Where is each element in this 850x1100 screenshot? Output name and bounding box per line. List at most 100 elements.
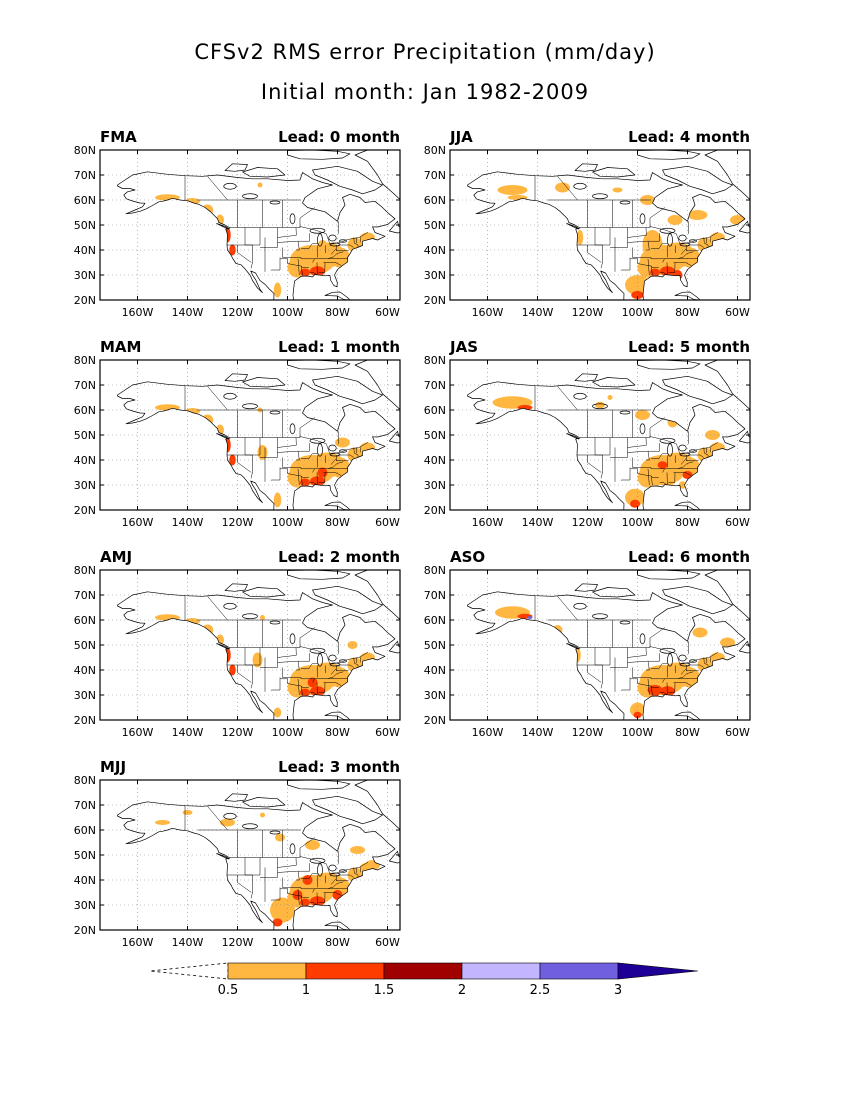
panel-lead-label: Lead: 0 month xyxy=(278,128,400,146)
colorbar-tick-label: 2 xyxy=(458,983,466,998)
lon-tick-label: 60W xyxy=(375,516,400,529)
colorbar-tick-label: 1.5 xyxy=(374,983,395,998)
coastline xyxy=(117,570,400,720)
shading-patch xyxy=(642,230,663,260)
lat-tick-label: 60N xyxy=(424,614,446,627)
map-svg: MAM Lead: 1 month 80N 70N 60N 50N 40N 30N 20N 160… xyxy=(74,338,401,529)
panel-season-label: MJJ xyxy=(100,758,126,776)
shading-patch xyxy=(305,840,320,850)
shading-patch xyxy=(527,616,533,619)
coastline xyxy=(117,150,400,300)
political-boundaries xyxy=(534,176,719,276)
shading-patch xyxy=(612,187,623,193)
lat-tick-label: 80N xyxy=(74,564,96,577)
lat-tick-label: 80N xyxy=(424,354,446,367)
map-svg: MJJ Lead: 3 month 80N 70N 60N 50N 40N 30N 20N 160… xyxy=(74,758,401,949)
shading-patch xyxy=(270,897,295,923)
shading-patch xyxy=(310,896,325,907)
panel-lead-label: Lead: 5 month xyxy=(628,338,750,356)
shading-patch xyxy=(257,182,263,188)
colorbar-svg: 0.5 1 1.5 2 2.5 3 xyxy=(149,962,699,998)
lat-tick-label: 40N xyxy=(424,664,446,677)
lat-tick-label: 40N xyxy=(74,244,96,257)
panel-season-label: FMA xyxy=(100,128,137,146)
lat-tick-label: 30N xyxy=(74,479,96,492)
map-panel-mjj: MJJ Lead: 3 month 80N 70N 60N 50N 40N 30N 20N 160… xyxy=(74,758,445,950)
colorbar-tick-label: 3 xyxy=(614,983,622,998)
colorbar-tick-label: 0.5 xyxy=(218,983,239,998)
lon-tick-label: 80W xyxy=(325,726,350,739)
lat-tick-label: 70N xyxy=(74,589,96,602)
lon-tick-label: 100W xyxy=(622,306,654,319)
lon-tick-label: 140W xyxy=(522,726,554,739)
map-svg: AMJ Lead: 2 month 80N 70N 60N 50N 40N 30N 20N 160… xyxy=(74,548,401,739)
lat-tick-label: 40N xyxy=(424,454,446,467)
coastline xyxy=(117,360,400,510)
lat-tick-label: 60N xyxy=(74,194,96,207)
lon-tick-label: 160W xyxy=(122,516,154,529)
lat-tick-label: 30N xyxy=(424,269,446,282)
shading-patch xyxy=(687,210,708,220)
lat-tick-label: 20N xyxy=(424,714,446,727)
colorbar-segment xyxy=(461,962,541,980)
lat-tick-label: 50N xyxy=(424,219,446,232)
lat-tick-label: 30N xyxy=(74,269,96,282)
shading-patch xyxy=(657,461,668,469)
lon-tick-label: 60W xyxy=(725,306,750,319)
lon-tick-label: 100W xyxy=(272,936,304,949)
lat-tick-label: 80N xyxy=(424,564,446,577)
shading-patch xyxy=(335,437,350,448)
lon-tick-label: 80W xyxy=(325,516,350,529)
lon-tick-label: 120W xyxy=(572,516,604,529)
lon-tick-label: 80W xyxy=(675,726,700,739)
lon-tick-label: 100W xyxy=(622,726,654,739)
political-boundaries xyxy=(534,596,719,696)
lon-tick-label: 60W xyxy=(375,726,400,739)
lon-tick-label: 120W xyxy=(222,306,254,319)
map-panel-fma: FMA Lead: 0 month 80N 70N 60N 50N 40N 30N 20N 160… xyxy=(74,128,445,320)
lat-tick-label: 60N xyxy=(424,194,446,207)
lat-tick-label: 50N xyxy=(74,849,96,862)
lat-tick-label: 60N xyxy=(74,614,96,627)
shading-patch xyxy=(260,615,265,620)
lat-tick-label: 70N xyxy=(74,379,96,392)
lon-tick-label: 60W xyxy=(725,726,750,739)
shading-patch xyxy=(310,686,325,697)
lat-tick-label: 40N xyxy=(74,454,96,467)
lat-tick-label: 40N xyxy=(424,244,446,257)
shading-patch xyxy=(273,282,282,298)
lon-tick-label: 160W xyxy=(122,726,154,739)
map-svg: JJA Lead: 4 month 80N 70N 60N 50N 40N 30N 20N 160… xyxy=(424,128,751,319)
political-boundaries xyxy=(184,806,369,906)
lon-tick-label: 140W xyxy=(172,726,204,739)
lat-tick-label: 30N xyxy=(424,479,446,492)
shading-patch xyxy=(220,818,235,827)
panel-season-label: JJA xyxy=(449,128,473,146)
lon-tick-label: 120W xyxy=(222,726,254,739)
lat-tick-label: 30N xyxy=(74,689,96,702)
map-panel-mam: MAM Lead: 1 month 80N 70N 60N 50N 40N 30N 20N 160… xyxy=(74,338,445,530)
map-panel-jas: JAS Lead: 5 month 80N 70N 60N 50N 40N 30N 20N 160… xyxy=(424,338,795,530)
lat-tick-label: 60N xyxy=(424,404,446,417)
lon-tick-label: 160W xyxy=(472,726,504,739)
lon-tick-label: 80W xyxy=(675,516,700,529)
shading-patch xyxy=(273,707,282,718)
lat-tick-label: 80N xyxy=(424,144,446,157)
shading-patch xyxy=(625,488,645,507)
lon-tick-label: 160W xyxy=(472,516,504,529)
shading-patch xyxy=(660,266,675,277)
lat-tick-label: 20N xyxy=(424,504,446,517)
colorbar: 0.5 1 1.5 2 2.5 3 xyxy=(149,958,710,1008)
lon-tick-label: 160W xyxy=(122,306,154,319)
lat-tick-label: 20N xyxy=(74,504,96,517)
shading-patch xyxy=(635,410,650,420)
shading-patch xyxy=(155,820,170,825)
shading-patch xyxy=(302,875,313,885)
map-svg: ASO Lead: 6 month 80N 70N 60N 50N 40N 30N 20N 160… xyxy=(424,548,751,739)
lat-tick-label: 50N xyxy=(424,639,446,652)
map-content xyxy=(100,150,400,300)
colorbar-tick-label: 2.5 xyxy=(530,983,551,998)
map-svg: FMA Lead: 0 month 80N 70N 60N 50N 40N 30N 20N 160… xyxy=(74,128,401,319)
shading-patch xyxy=(555,182,570,193)
shading-patch xyxy=(317,240,328,250)
